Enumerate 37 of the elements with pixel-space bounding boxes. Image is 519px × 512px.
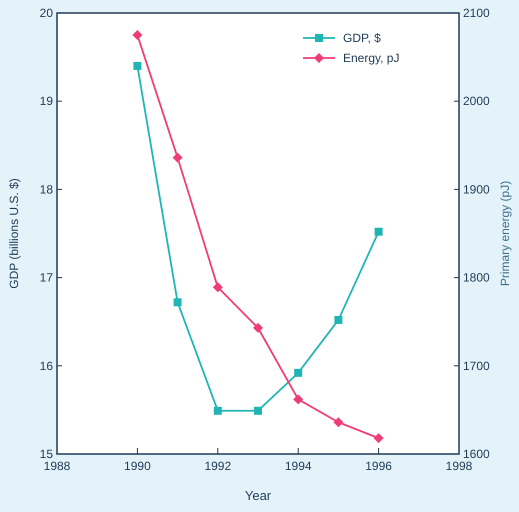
- y2-tick-label: 1600: [463, 447, 490, 461]
- x-tick-label: 1994: [284, 459, 312, 473]
- y-tick-label: 17: [40, 270, 54, 285]
- y-tick-label: 20: [40, 6, 54, 20]
- point: [212, 282, 223, 292]
- y-tick-label: 19: [40, 94, 54, 108]
- x-tick-label: 1996: [365, 459, 392, 473]
- y-axis-title: GDP (billions U.S. $): [7, 178, 21, 289]
- y2-tick-label: 2000: [463, 94, 490, 108]
- legend-label: Energy, pJ: [343, 51, 400, 65]
- point: [333, 417, 344, 428]
- x-tick-label: 1990: [124, 459, 152, 473]
- x-tick-label: 1992: [204, 459, 232, 473]
- point: [374, 433, 384, 444]
- y2-tick-label: 1800: [463, 270, 490, 285]
- y-tick-label: 18: [40, 182, 54, 196]
- x-tick-label: 1998: [446, 459, 473, 473]
- legend-label: GDP, $: [343, 31, 382, 45]
- y2-tick-label: 1700: [463, 358, 490, 373]
- point: [293, 394, 304, 404]
- point: [254, 406, 262, 415]
- point: [172, 152, 183, 163]
- y-tick-label: 16: [40, 358, 54, 373]
- point: [132, 30, 142, 40]
- point: [214, 406, 222, 415]
- point: [334, 316, 342, 324]
- x-tick-label: 1988: [44, 459, 71, 473]
- point: [174, 298, 182, 306]
- y2-axis-title: Primary energy (pJ): [498, 180, 512, 286]
- x-axis-title: Year: [244, 488, 272, 503]
- point: [374, 228, 383, 236]
- y2-tick-label: 1900: [463, 182, 490, 196]
- point: [253, 322, 263, 333]
- y2-tick-label: 2100: [463, 6, 490, 20]
- point: [294, 368, 302, 377]
- point: [133, 62, 142, 70]
- y-tick-label: 15: [40, 447, 54, 461]
